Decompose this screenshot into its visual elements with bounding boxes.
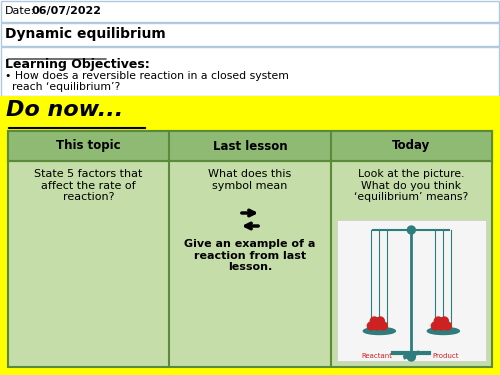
Circle shape: [432, 322, 440, 330]
Text: What does this
symbol mean: What does this symbol mean: [208, 169, 292, 190]
Text: Give an example of a
reaction from last
lesson.: Give an example of a reaction from last …: [184, 239, 316, 272]
Circle shape: [368, 322, 376, 330]
Text: reach ‘equilibrium’?: reach ‘equilibrium’?: [5, 82, 120, 92]
Text: State 5 factors that
affect the rate of
reaction?: State 5 factors that affect the rate of …: [34, 169, 143, 202]
Circle shape: [376, 317, 384, 325]
Text: Reactant: Reactant: [362, 353, 393, 359]
FancyBboxPatch shape: [1, 1, 499, 22]
Circle shape: [440, 317, 448, 325]
FancyBboxPatch shape: [8, 131, 492, 161]
Circle shape: [408, 226, 416, 234]
FancyBboxPatch shape: [336, 220, 486, 361]
Text: Product: Product: [432, 353, 458, 359]
FancyBboxPatch shape: [0, 96, 500, 375]
Text: Today: Today: [392, 140, 430, 153]
Text: • How does a reversible reaction in a closed system: • How does a reversible reaction in a cl…: [5, 71, 289, 81]
Text: Look at the picture.
What do you think
‘equilibrium’ means?: Look at the picture. What do you think ‘…: [354, 169, 469, 202]
Circle shape: [438, 322, 446, 330]
Circle shape: [434, 317, 442, 325]
Circle shape: [380, 322, 388, 330]
Circle shape: [408, 353, 416, 361]
Text: Learning Objectives:: Learning Objectives:: [5, 58, 150, 71]
Circle shape: [444, 322, 452, 330]
Text: Do now...: Do now...: [6, 100, 123, 120]
FancyBboxPatch shape: [1, 47, 499, 96]
Ellipse shape: [428, 327, 460, 334]
Circle shape: [374, 322, 382, 330]
Text: 06/07/2022: 06/07/2022: [32, 6, 102, 16]
Text: This topic: This topic: [56, 140, 121, 153]
Text: Date:: Date:: [5, 6, 35, 16]
FancyBboxPatch shape: [1, 23, 499, 46]
Text: Last lesson: Last lesson: [212, 140, 288, 153]
Text: Dynamic equilibrium: Dynamic equilibrium: [5, 27, 166, 41]
Ellipse shape: [364, 327, 396, 334]
FancyBboxPatch shape: [8, 131, 492, 367]
Circle shape: [370, 317, 378, 325]
